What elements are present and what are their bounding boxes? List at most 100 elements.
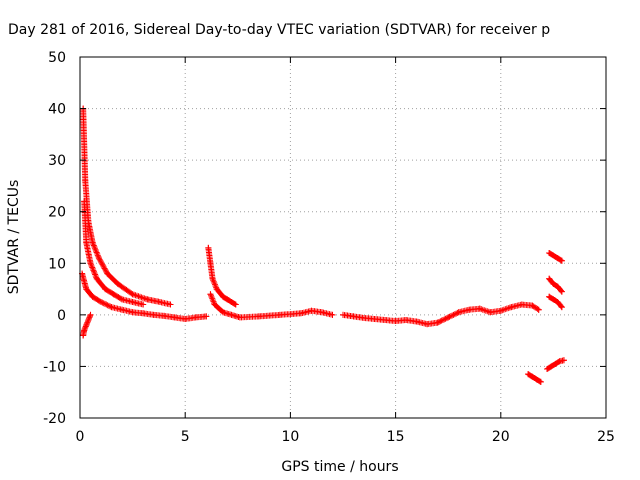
data-point <box>102 286 109 293</box>
data-point <box>546 293 553 300</box>
data-point <box>276 311 283 318</box>
data-point <box>110 291 117 298</box>
data-point <box>340 311 346 318</box>
data-point <box>220 293 227 300</box>
data-point <box>392 318 399 325</box>
series-late-low <box>546 293 565 311</box>
data-point <box>119 296 126 303</box>
data-point <box>87 311 94 318</box>
data-point <box>434 319 441 326</box>
data-point <box>232 301 239 308</box>
data-point <box>228 311 235 318</box>
data-point <box>558 257 565 264</box>
data-point <box>466 306 473 313</box>
y-tick-label: 50 <box>48 50 66 66</box>
data-point <box>403 317 410 324</box>
x-tick-label: 10 <box>281 429 299 445</box>
data-point <box>228 298 235 305</box>
data-point <box>424 321 431 328</box>
data-point <box>546 275 553 282</box>
y-tick-label: -10 <box>43 359 66 375</box>
series-long-flat <box>340 301 542 328</box>
data-point <box>487 309 494 316</box>
data-point <box>89 239 96 246</box>
data-point <box>80 332 87 339</box>
data-point <box>203 313 210 320</box>
x-axis-label: GPS time / hours <box>281 459 398 475</box>
data-point <box>140 310 147 317</box>
data-point <box>371 315 378 322</box>
data-point <box>558 304 565 311</box>
data-point <box>192 314 199 321</box>
data-point <box>455 309 462 316</box>
data-point <box>205 244 212 251</box>
data-point <box>81 198 88 205</box>
data-point <box>150 311 157 318</box>
frame-layer <box>79 56 607 419</box>
data-point <box>350 313 357 320</box>
series-low-band <box>79 270 210 322</box>
plot-frame <box>79 56 607 419</box>
y-tick-label: 40 <box>48 102 66 118</box>
data-point <box>552 360 559 367</box>
data-point <box>508 304 515 311</box>
data-point <box>544 366 551 373</box>
data-point <box>129 309 136 316</box>
data-point <box>182 315 189 322</box>
data-point <box>550 296 557 303</box>
series-mid-spike <box>205 244 239 308</box>
data-point <box>518 301 525 308</box>
data-layer <box>79 105 567 385</box>
data-point <box>556 358 563 365</box>
data-point <box>535 306 542 313</box>
x-tick-label: 15 <box>387 429 405 445</box>
y-tick-label: 10 <box>48 256 66 272</box>
data-point <box>156 298 163 305</box>
y-tick-label: 30 <box>48 153 66 169</box>
data-point <box>82 177 89 184</box>
data-point <box>497 307 504 314</box>
data-point <box>560 357 567 364</box>
data-point <box>329 311 336 318</box>
plus-markers <box>207 291 336 321</box>
series-mid-low <box>207 291 336 321</box>
x-tick-label: 0 <box>76 429 85 445</box>
data-point <box>554 255 561 262</box>
data-point <box>83 322 90 329</box>
y-axis-label: SDTVAR / TECUs <box>6 180 22 295</box>
x-tick-label: 25 <box>597 429 615 445</box>
data-point <box>529 373 536 380</box>
series-late-neg-a <box>525 371 544 385</box>
data-point <box>114 280 121 287</box>
data-point <box>144 296 151 303</box>
data-point <box>558 288 565 295</box>
data-point <box>161 312 168 319</box>
data-point <box>119 306 126 313</box>
series-late-mid <box>546 275 565 295</box>
data-point <box>108 304 115 311</box>
data-point <box>167 301 174 308</box>
y-tick-label: 0 <box>57 308 66 324</box>
y-tick-label: 20 <box>48 205 66 221</box>
data-point <box>255 313 262 320</box>
data-point <box>361 314 368 321</box>
data-point <box>546 249 553 256</box>
series-late-upper <box>546 249 565 264</box>
data-point <box>413 318 420 325</box>
x-tick-label: 20 <box>492 429 510 445</box>
data-point <box>98 298 105 305</box>
data-point <box>318 309 325 316</box>
data-point <box>554 283 561 290</box>
data-point <box>213 286 220 293</box>
data-point <box>129 298 136 305</box>
data-point <box>554 298 561 305</box>
data-point <box>445 314 452 321</box>
data-point <box>529 302 536 309</box>
data-point <box>81 327 88 334</box>
data-point <box>171 314 178 321</box>
data-point <box>220 309 227 316</box>
data-point <box>550 252 557 259</box>
series-secondary-decay <box>81 198 147 308</box>
chart-title: Day 281 of 2016, Sidereal Day-to-day VTE… <box>8 22 550 38</box>
